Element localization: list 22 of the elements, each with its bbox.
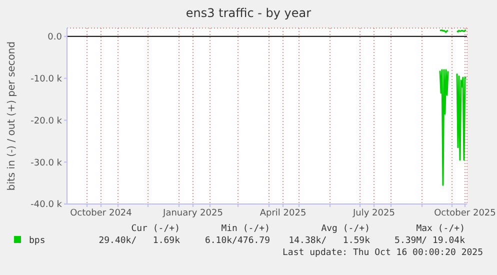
y-tick-label: -40.0 k <box>30 200 63 210</box>
text: 29.40k/ 1.69k <box>98 236 180 246</box>
y-tick-label: -20.0 k <box>30 116 63 126</box>
x-tick-label: July 2025 <box>352 208 395 218</box>
text: Cur (-/+) <box>130 224 180 234</box>
text: 14.38k/ 1.59k <box>288 236 370 246</box>
y-tick-label: -10.0 k <box>30 74 63 84</box>
text: Max (-/+) <box>416 224 465 234</box>
x-tick-label: October 2025 <box>434 208 496 218</box>
text: 6.10k/476.79 <box>204 236 270 246</box>
legend-label: bps <box>28 236 46 246</box>
text: 5.39M/ 19.04k <box>394 236 465 246</box>
text: Avg (-/+) <box>320 224 370 234</box>
y-tick-label: 0.0 <box>48 32 62 43</box>
chart-title: ens3 traffic - by year <box>184 6 312 20</box>
text: Min (-/+) <box>221 224 270 234</box>
text: Last update: Thu Oct 16 00:00:20 2025 <box>282 248 483 258</box>
x-tick-label: January 2025 <box>162 208 223 218</box>
x-tick-label: October 2024 <box>70 208 132 218</box>
x-tick-label: April 2025 <box>260 208 306 218</box>
y-axis-title: bits in (-) / out (+) per second <box>6 41 18 191</box>
y-tick-label: -30.0 k <box>30 158 63 168</box>
